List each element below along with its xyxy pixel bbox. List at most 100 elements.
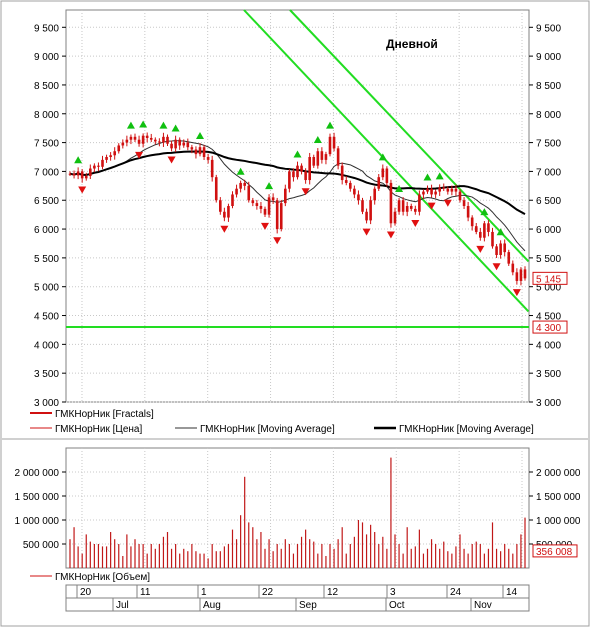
price-tick-label-left: 8 000 — [34, 110, 59, 121]
price-grid — [66, 10, 529, 403]
price-candle — [434, 191, 437, 195]
price-candle — [109, 155, 112, 157]
price-candle — [483, 223, 486, 238]
price-tick-label-right: 4 000 — [536, 340, 561, 351]
price-candle — [97, 165, 100, 167]
price-candle — [357, 194, 360, 201]
fractal-up-marker — [423, 173, 432, 181]
price-tick-label-left: 5 000 — [34, 283, 59, 294]
price-candle — [312, 157, 316, 166]
price-candle — [288, 171, 291, 189]
volume-tick-label-right: 1 000 000 — [536, 516, 581, 527]
price-tick-label-right: 6 000 — [536, 225, 561, 236]
price-candle — [519, 269, 523, 281]
price-candle — [182, 142, 186, 146]
price-candle — [141, 135, 145, 144]
fractal-down-marker — [512, 289, 521, 297]
price-tick-label-left: 9 500 — [34, 23, 59, 34]
price-candle — [503, 243, 506, 253]
last-volume-label: 356 008 — [536, 547, 573, 558]
legend-volume: ГМКНорНик [Объем] — [55, 571, 150, 583]
time-day-labels: 20 11 1 22 12 3 24 14 — [76, 585, 518, 598]
price-candle — [194, 149, 198, 155]
fractal-up-marker — [293, 150, 302, 158]
price-candle — [121, 142, 125, 146]
price-tick-label-right: 4 500 — [536, 312, 561, 323]
fractal-markers — [74, 120, 521, 297]
price-candle — [259, 206, 263, 209]
price-tick-label-left: 5 500 — [34, 254, 59, 265]
price-legend: ГМКНорНик [Fractals] ГМКНорНик [Цена] ГМ… — [30, 409, 534, 435]
fractal-up-marker — [326, 121, 334, 129]
fractal-up-marker — [480, 208, 489, 216]
price-candle — [438, 187, 441, 192]
price-candle — [235, 188, 238, 195]
price-candle — [361, 200, 364, 212]
price-candle — [332, 136, 336, 149]
price-candle — [377, 177, 381, 189]
price-candle — [178, 139, 181, 146]
price-candle — [430, 188, 433, 195]
price-left-axis: 3 000 3 500 4 000 4 500 5 000 5 500 6 000 6 500… — [34, 23, 66, 409]
price-candle — [255, 203, 259, 206]
time-month-label: Sep — [299, 600, 317, 611]
price-candle — [393, 211, 397, 224]
last-price-label: 5 145 — [536, 274, 561, 285]
price-candle — [308, 157, 311, 181]
price-tick-label-right: 5 500 — [536, 254, 561, 265]
price-candle — [279, 203, 283, 230]
fractal-up-marker — [159, 121, 168, 129]
price-candle — [511, 263, 515, 273]
price-tick-label-left: 9 000 — [34, 52, 59, 63]
price-candle — [296, 165, 299, 178]
price-candle — [479, 231, 482, 238]
price-candle — [320, 151, 324, 160]
time-day-label: 12 — [327, 587, 339, 598]
fractal-down-marker — [78, 186, 87, 194]
volume-left-axis: 500 000 1 000 000 1 500 000 2 000 000 — [15, 468, 66, 551]
fractal-down-marker — [261, 222, 269, 230]
price-candle — [89, 168, 92, 177]
fractal-up-marker — [378, 153, 387, 161]
fractal-down-marker — [273, 237, 282, 245]
price-tick-label-right: 5 000 — [536, 283, 561, 294]
price-candle — [263, 208, 267, 215]
level-price-flag: 4 300 — [532, 320, 568, 334]
volume-bars — [69, 457, 526, 568]
price-candle — [401, 200, 405, 212]
price-candle — [162, 136, 165, 143]
price-candle — [174, 139, 177, 149]
fractal-up-marker — [171, 124, 180, 132]
price-candle — [409, 206, 413, 209]
price-candle — [76, 171, 80, 176]
price-candle — [422, 191, 425, 195]
price-candle — [158, 141, 161, 143]
trend-channel — [243, 9, 530, 313]
price-candle — [474, 226, 478, 232]
last-price-flag: 5 145 — [532, 271, 568, 285]
volume-tick-label-left: 1 000 000 — [15, 516, 60, 527]
price-candle — [101, 159, 104, 167]
price-candle — [145, 135, 149, 138]
price-right-axis: 3 000 3 500 4 000 4 500 5 000 5 500 6 000 6 500… — [529, 23, 561, 409]
fractal-up-marker — [126, 121, 135, 129]
price-candle — [72, 173, 76, 176]
price-candle — [239, 182, 242, 189]
price-candle — [251, 200, 255, 204]
price-candle — [507, 252, 511, 264]
price-tick-label-right: 8 500 — [536, 81, 561, 92]
price-candle — [206, 157, 210, 160]
price-candle — [381, 168, 385, 178]
price-candle — [446, 188, 450, 192]
price-tick-label-left: 7 500 — [34, 139, 59, 150]
price-candle — [137, 139, 141, 144]
price-candle — [336, 148, 340, 166]
fractal-up-marker — [435, 172, 444, 180]
fractal-up-marker — [236, 167, 245, 175]
price-candle — [223, 211, 226, 218]
price-tick-label-left: 3 500 — [34, 369, 59, 380]
price-candle — [515, 272, 519, 281]
price-candle — [190, 147, 194, 150]
price-tick-label-left: 4 500 — [34, 312, 59, 323]
